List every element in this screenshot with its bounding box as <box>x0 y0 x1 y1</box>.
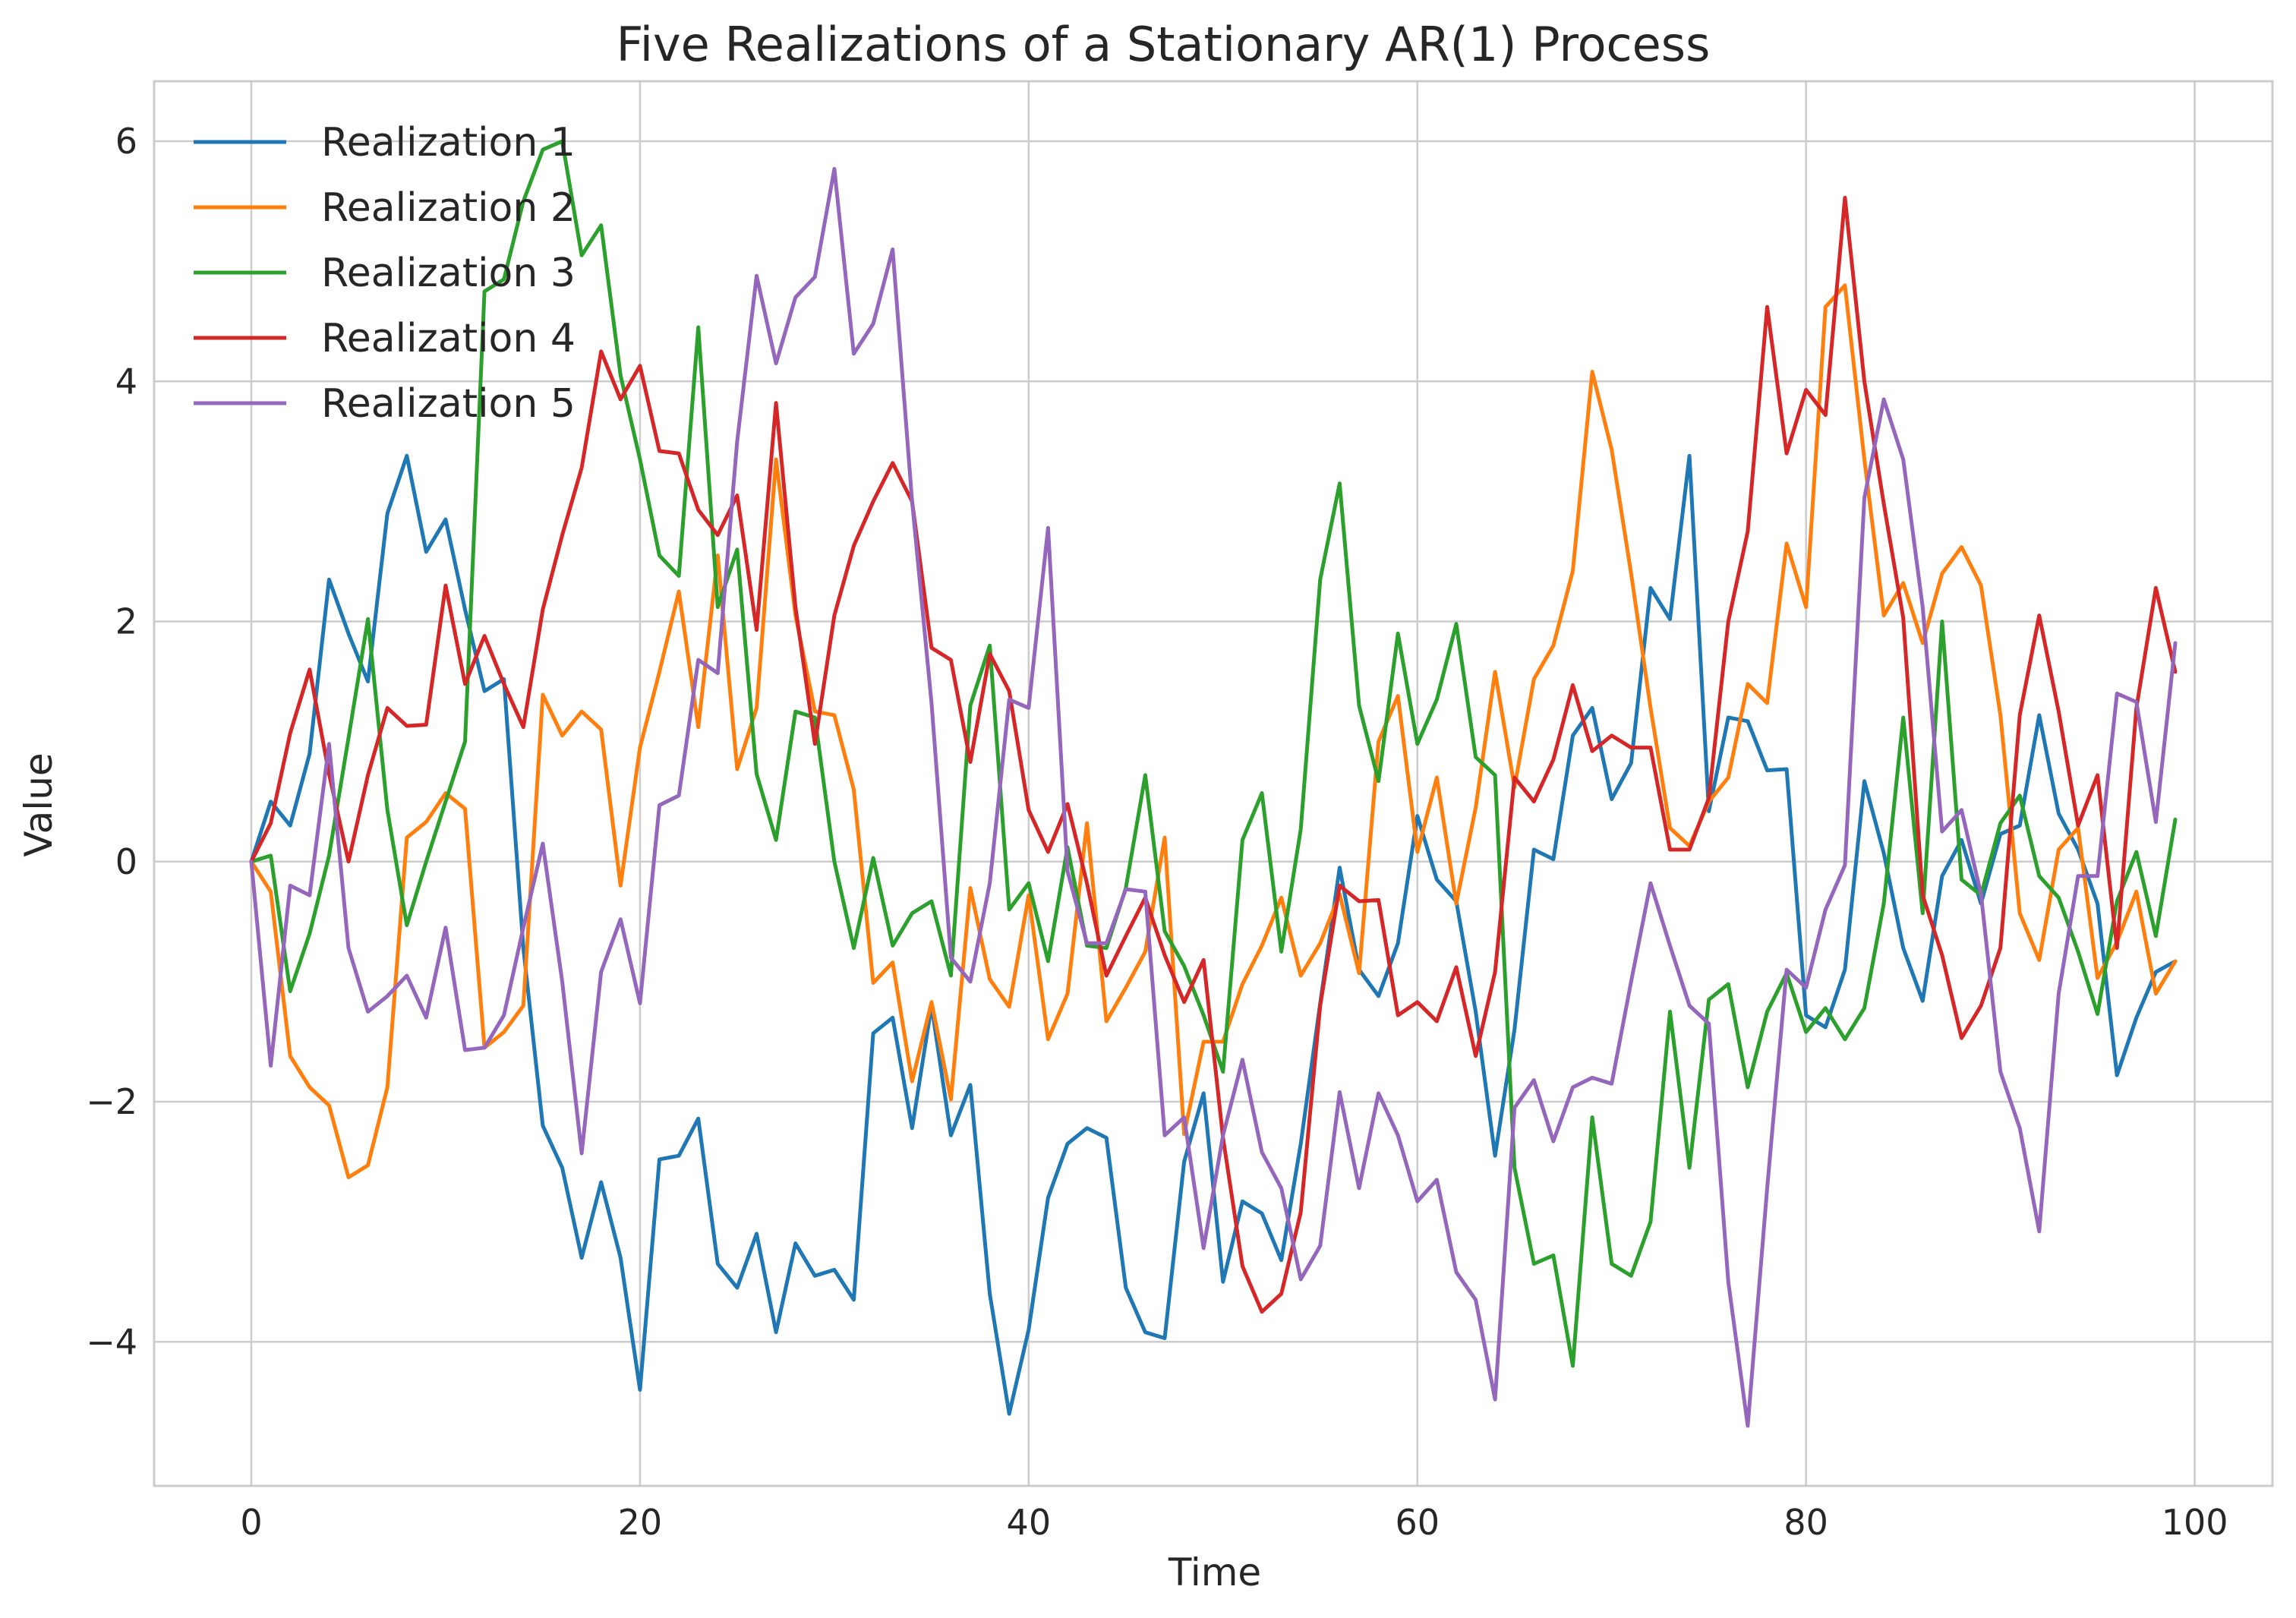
y-tick-label: 0 <box>115 841 137 882</box>
legend-label-realization-4: Realization 4 <box>321 316 576 361</box>
x-tick-label: 40 <box>1007 1502 1052 1543</box>
legend-label-realization-2: Realization 2 <box>321 185 576 231</box>
x-axis-label: Time <box>1168 1550 1261 1594</box>
x-tick-label: 60 <box>1395 1502 1440 1543</box>
y-tick-label: 4 <box>115 361 137 402</box>
x-tick-label: 100 <box>2162 1502 2228 1543</box>
y-axis-label: Value <box>17 752 61 856</box>
x-tick-label: 80 <box>1784 1502 1828 1543</box>
legend-label-realization-5: Realization 5 <box>321 381 576 427</box>
y-tick-label: −4 <box>86 1321 137 1362</box>
y-tick-label: 6 <box>115 121 137 162</box>
y-tick-label: −2 <box>86 1081 137 1122</box>
x-tick-label: 0 <box>240 1502 262 1543</box>
legend-label-realization-1: Realization 1 <box>321 120 576 166</box>
legend-label-realization-3: Realization 3 <box>321 251 576 296</box>
x-tick-label: 20 <box>618 1502 663 1543</box>
y-tick-label: 2 <box>115 601 137 642</box>
chart-title: Five Realizations of a Stationary AR(1) … <box>617 17 1711 72</box>
